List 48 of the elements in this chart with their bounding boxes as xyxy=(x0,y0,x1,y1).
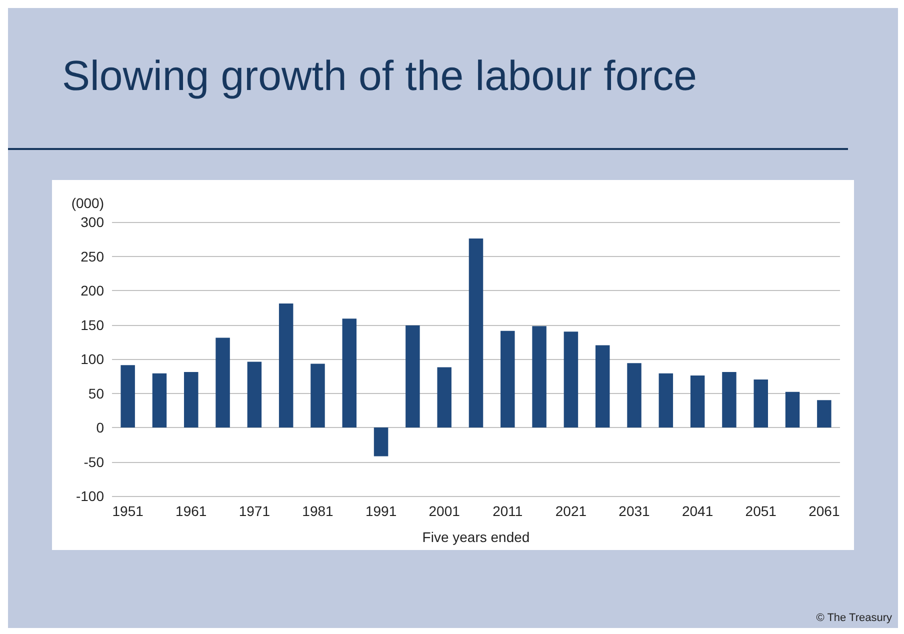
bar xyxy=(595,345,610,428)
y-tick-label: -100 xyxy=(76,488,104,504)
x-tick-label: 1971 xyxy=(238,503,270,519)
bar xyxy=(754,380,768,428)
bar xyxy=(722,372,736,428)
x-tick-label: 2041 xyxy=(682,503,714,519)
y-tick-label: -50 xyxy=(84,454,104,470)
x-tick-label: 2061 xyxy=(808,503,840,519)
bar xyxy=(532,326,546,428)
bar xyxy=(627,363,642,428)
bar xyxy=(152,373,167,428)
bar xyxy=(310,364,325,428)
y-tick-label: 150 xyxy=(80,316,104,333)
y-axis-title: (000) xyxy=(71,195,104,211)
bar xyxy=(247,362,262,428)
text: © The Treasury xyxy=(816,612,892,624)
bar xyxy=(374,428,388,456)
bar xyxy=(437,367,452,428)
y-tick-label: 50 xyxy=(88,385,104,402)
bar xyxy=(216,338,230,428)
y-tick-label: 0 xyxy=(96,420,104,436)
x-tick-label: 2001 xyxy=(428,503,460,519)
y-tick-label: 250 xyxy=(80,248,104,264)
x-tick-label: 1991 xyxy=(365,503,397,519)
bar xyxy=(468,238,484,428)
chart-title: Slowing growth of the labour force xyxy=(62,52,698,100)
bar xyxy=(690,375,705,428)
x-tick-label: 2051 xyxy=(745,503,777,519)
x-tick-label: 1981 xyxy=(302,503,334,519)
bar xyxy=(500,330,515,428)
x-tick-label: 2011 xyxy=(492,503,523,519)
bar xyxy=(785,392,800,428)
y-tick-label: 200 xyxy=(80,282,104,298)
x-tick-label: 1961 xyxy=(176,503,207,519)
bar xyxy=(184,372,198,428)
bar xyxy=(564,332,578,428)
x-tick-label: 2031 xyxy=(618,503,650,519)
y-tick-label: 100 xyxy=(80,351,104,367)
bar xyxy=(658,373,674,428)
x-tick-label: 2021 xyxy=(555,503,587,519)
bar xyxy=(406,325,420,428)
bar xyxy=(342,318,357,428)
x-axis-title: Five years ended xyxy=(422,529,530,545)
x-tick-label: 1951 xyxy=(112,503,144,519)
bar xyxy=(817,400,832,428)
y-tick-label: 300 xyxy=(80,214,104,230)
bar xyxy=(120,365,135,428)
bar xyxy=(278,304,294,428)
